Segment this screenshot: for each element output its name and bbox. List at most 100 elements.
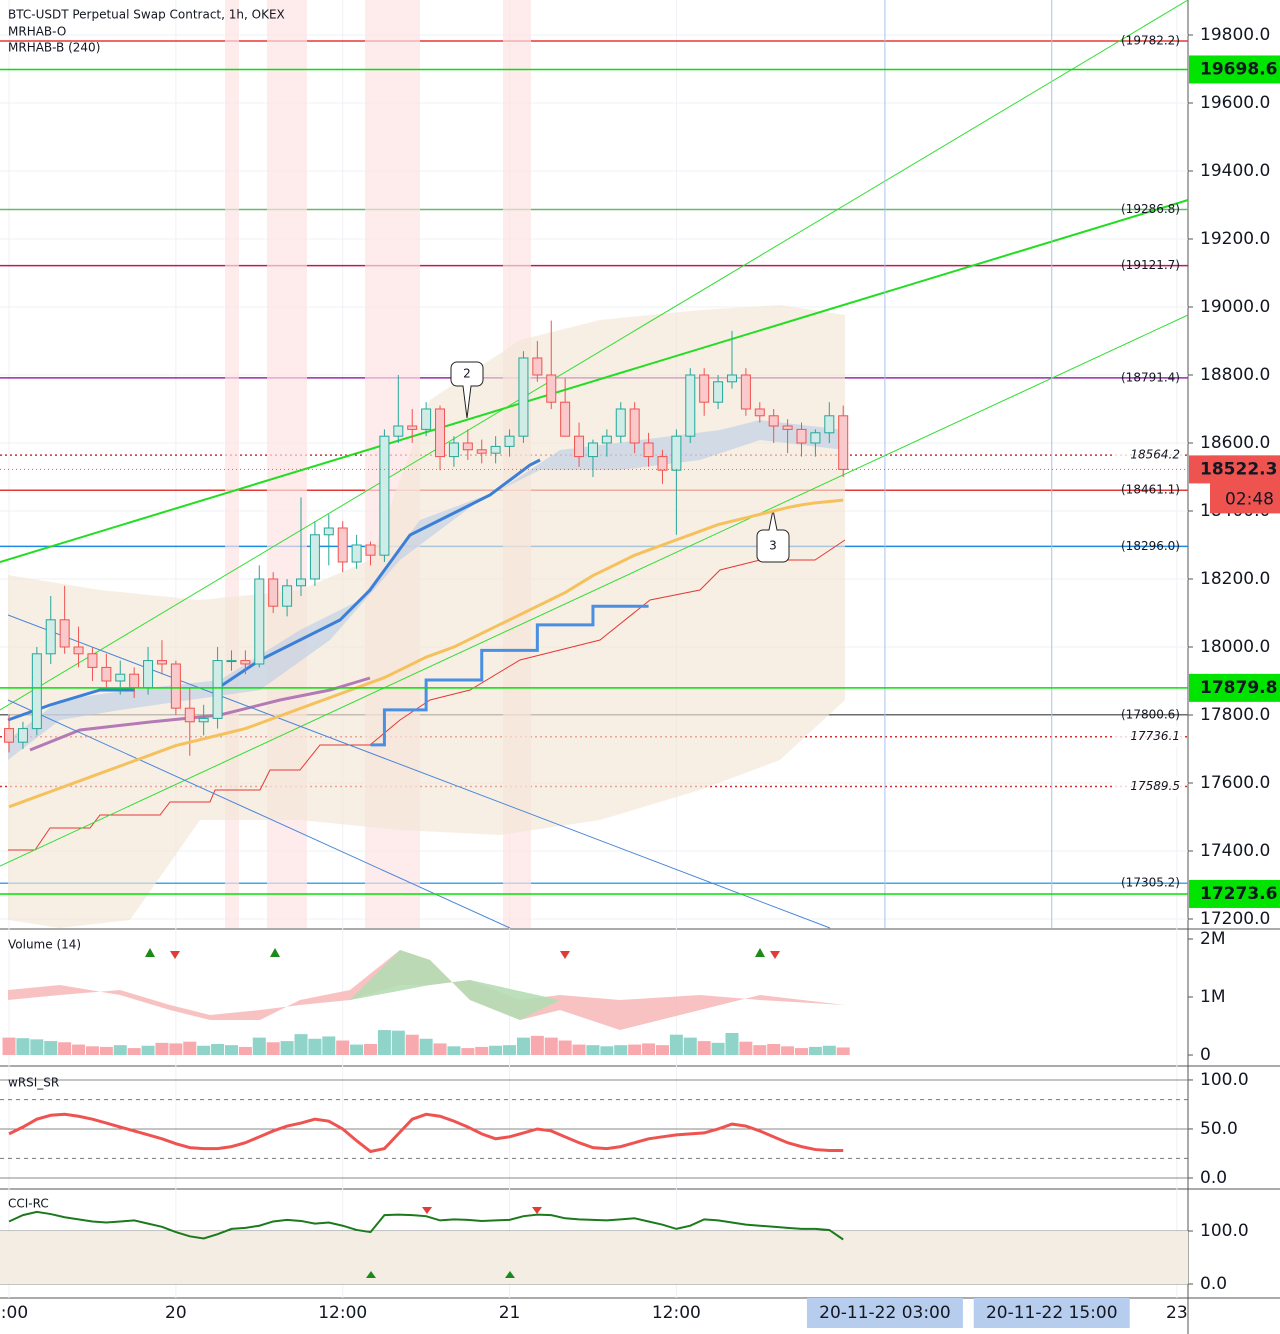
volume-bar — [808, 1046, 822, 1056]
candle-body — [45, 619, 56, 655]
panel-title: wRSI_SR — [8, 1076, 59, 1090]
candle-body — [268, 578, 279, 607]
crosshair-box — [806, 1298, 963, 1328]
y-tick-label: 100.0 — [1200, 1070, 1249, 1090]
volume-bar — [294, 1034, 308, 1056]
chart-title: BTC-USDT Perpetual Swap Contract, 1h, OK… — [8, 8, 285, 22]
y-tick-label: 19400.0 — [1200, 161, 1270, 181]
y-tick-label: 17200.0 — [1200, 909, 1270, 929]
volume-bar — [377, 1030, 391, 1056]
volume-bar — [475, 1046, 489, 1056]
candle-body — [643, 442, 654, 458]
candle-body — [240, 660, 251, 665]
level-label: (17305.2) — [1121, 876, 1180, 890]
indicator-line — [7, 688, 135, 722]
y-tick-label: 18800.0 — [1200, 365, 1270, 385]
candle-body — [17, 728, 28, 743]
candle-body — [615, 408, 626, 437]
candle-body — [782, 425, 793, 430]
callout — [450, 361, 484, 419]
x-tick-label: 2:00 — [0, 1303, 28, 1323]
indicator-line — [8, 1112, 844, 1154]
candle-body — [407, 425, 418, 430]
volume-bar — [544, 1037, 558, 1056]
volume-bar — [350, 1044, 364, 1056]
dotted-label: 18564.2 — [1130, 448, 1180, 462]
candle-body — [73, 646, 84, 655]
candle-body — [337, 527, 348, 563]
volume-bar — [795, 1048, 809, 1056]
cci-band — [0, 1231, 1188, 1285]
candle-body — [504, 435, 515, 447]
axis-level-box — [1189, 879, 1280, 908]
candle-body — [671, 435, 682, 471]
level-label: (19782.2) — [1121, 34, 1180, 48]
volume-bar — [99, 1046, 113, 1056]
volume-bar — [642, 1043, 656, 1056]
candle-body — [824, 415, 835, 434]
volume-bar — [127, 1048, 141, 1056]
candle-body — [129, 673, 140, 689]
arrow-marker — [270, 948, 280, 957]
volume-bar — [280, 1041, 294, 1056]
level-label: (18461.1) — [1121, 483, 1180, 497]
candle-body — [518, 357, 529, 437]
candle-body — [838, 415, 849, 470]
candle-body — [421, 408, 432, 430]
candle-body — [629, 408, 640, 444]
volume-bar — [322, 1036, 336, 1056]
volume-bar — [44, 1041, 58, 1056]
volume-bar — [405, 1034, 419, 1056]
x-tick-label: 12:00 — [652, 1303, 701, 1323]
callout — [756, 509, 790, 563]
candle-body — [212, 660, 223, 719]
y-tick-label: 18600.0 — [1200, 433, 1270, 453]
volume-bar — [197, 1045, 211, 1056]
y-tick-label: 18000.0 — [1200, 637, 1270, 657]
candle-body — [560, 401, 571, 437]
arrow-marker — [366, 1271, 376, 1278]
axis-level-label: 19698.6 — [1200, 59, 1277, 79]
volume-bar — [711, 1042, 725, 1056]
volume-bar — [781, 1046, 795, 1056]
candle-body — [546, 374, 557, 403]
label-bg — [1112, 726, 1184, 747]
volume-bar — [558, 1040, 572, 1056]
volume-bar — [628, 1044, 642, 1056]
y-tick-label: 0.0 — [1200, 1274, 1227, 1294]
candle-body — [796, 428, 807, 444]
volume-bar — [586, 1045, 600, 1056]
candle-body — [448, 442, 459, 458]
candle-body — [295, 578, 306, 587]
indicator-label: MRHAB-O — [8, 25, 66, 39]
candle-body — [31, 653, 42, 730]
indicator-label: MRHAB-B (240) — [8, 41, 100, 55]
panel-title: Volume (14) — [8, 938, 81, 952]
label-bg — [1112, 445, 1184, 466]
level-label: (19286.8) — [1121, 202, 1180, 216]
volume-bar — [655, 1045, 669, 1056]
candle-body — [87, 653, 98, 668]
volume-bar — [211, 1043, 225, 1056]
level-label: (19121.7) — [1121, 258, 1180, 272]
volume-bar — [447, 1046, 461, 1056]
candle-body — [198, 717, 209, 723]
axis-level-box — [1189, 55, 1280, 84]
ribbon — [350, 950, 560, 1020]
volume-bar — [697, 1041, 711, 1056]
dotted-label: 17589.5 — [1130, 779, 1180, 793]
volume-bar — [489, 1045, 503, 1056]
volume-bar — [433, 1043, 447, 1056]
volume-bar — [669, 1034, 683, 1056]
candle-body — [393, 425, 404, 437]
y-tick-label: 1M — [1200, 987, 1225, 1007]
candle-body — [810, 432, 821, 444]
y-tick-label: 17600.0 — [1200, 773, 1270, 793]
volume-bar — [2, 1037, 16, 1056]
candle-body — [740, 374, 751, 410]
candle-body — [490, 445, 501, 454]
volume-bar — [683, 1037, 697, 1056]
arrow-marker — [505, 1271, 515, 1278]
y-tick-label: 17800.0 — [1200, 705, 1270, 725]
y-tick-label: 2M — [1200, 929, 1225, 949]
